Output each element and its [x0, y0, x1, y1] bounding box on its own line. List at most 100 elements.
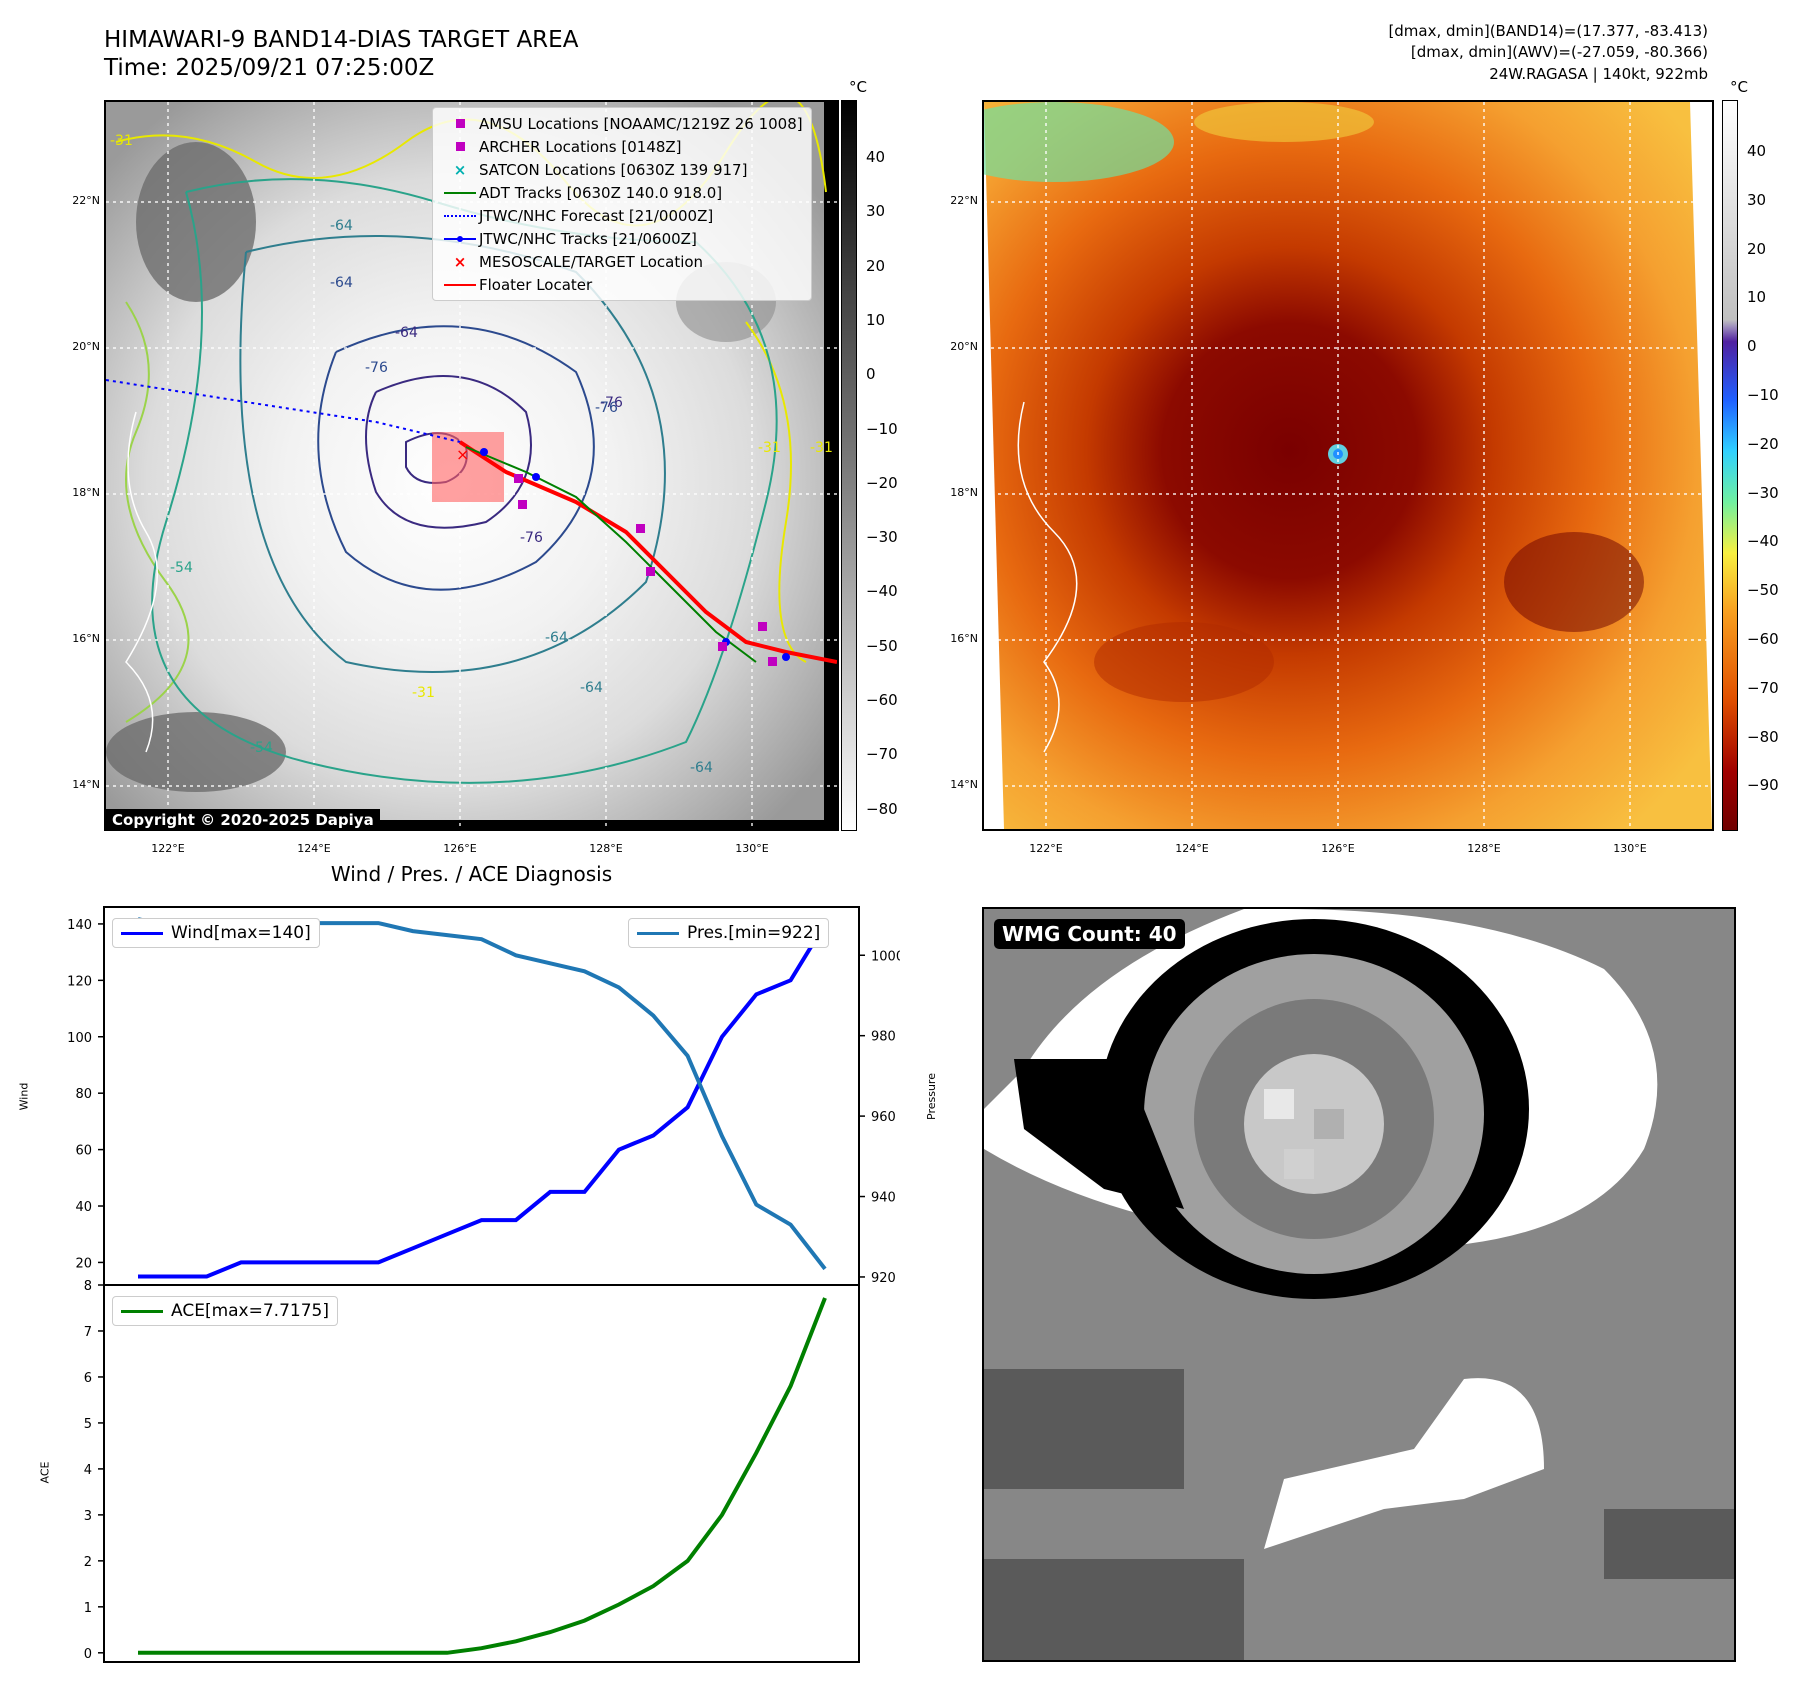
archer-marker-icon — [441, 142, 479, 151]
colorbar-tick-label: 10 — [1747, 288, 1767, 307]
wmg-panel — [982, 907, 1736, 1662]
colorbar-tick-label: −70 — [1747, 678, 1779, 697]
wind-axis-tick-label: 60 — [75, 1144, 92, 1159]
floater-line-icon — [441, 283, 479, 286]
svg-text:×: × — [456, 445, 469, 464]
ace-axis-tick-label: 1 — [84, 1601, 92, 1616]
contour-label: -64 — [330, 275, 353, 291]
contour-label: -76 — [595, 400, 618, 416]
pressure-axis-tick-label: 920 — [871, 1271, 896, 1286]
legend-item-adt: ADT Tracks [0630Z 140.0 918.0] — [441, 181, 803, 204]
ace-axis-tick-label: 8 — [84, 1279, 92, 1294]
colorbar-tick-label: −90 — [1747, 776, 1779, 795]
colorbar-tick-label: 40 — [1747, 142, 1767, 160]
legend-item-floater: Floater Locater — [441, 273, 803, 296]
lon-label: 126°E — [443, 842, 477, 855]
contour-label: -76 — [520, 530, 543, 546]
pressure-axis-tick-label: 940 — [871, 1191, 896, 1206]
map-legend: AMSU Locations [NOAAMC/1219Z 26 1008] AR… — [432, 107, 812, 301]
wind-axis-tick-label: 40 — [75, 1200, 92, 1215]
contour-label: -64 — [395, 325, 418, 341]
lon-label: 130°E — [1613, 842, 1647, 855]
pressure-legend: Pres.[min=922] — [628, 918, 830, 948]
lon-label: 128°E — [1467, 842, 1501, 855]
lon-label: 122°E — [151, 842, 185, 855]
lat-label: 22°N — [72, 194, 100, 207]
colorbar-tick-label: 20 — [1747, 239, 1767, 258]
lat-label: 14°N — [950, 778, 978, 791]
contour-label: -31 — [810, 440, 833, 456]
colorbar-tick-label: −30 — [1747, 483, 1779, 502]
colorbar-tick-label: −60 — [866, 691, 898, 709]
colorbar-tick-label: −60 — [1747, 630, 1779, 648]
adt-line-icon — [441, 191, 479, 194]
ace-axis-tick-label: 6 — [84, 1371, 92, 1386]
contour-label: -31 — [758, 440, 781, 456]
track-line-icon — [441, 235, 479, 243]
right-colorbar-unit: °C — [1730, 78, 1748, 96]
colorbar-tick-label: −80 — [1747, 727, 1779, 746]
diagnosis-title: Wind / Pres. / ACE Diagnosis — [330, 862, 613, 886]
lat-label: 20°N — [72, 340, 100, 353]
wind-axis-tick-label: 80 — [75, 1087, 92, 1102]
colorbar-tick-label: −50 — [1747, 581, 1779, 600]
colorbar-tick-label: 10 — [866, 310, 886, 329]
wind-axis-tick-label: 100 — [67, 1031, 92, 1046]
lat-label: 20°N — [950, 340, 978, 353]
contour-label: -54 — [170, 560, 193, 576]
colorbar-tick-label: −70 — [866, 745, 898, 764]
info-band14: [dmax, dmin](BAND14)=(17.377, -83.413) — [1388, 22, 1708, 40]
dias-map-image — [984, 102, 1712, 829]
ace-axis-tick-label: 2 — [84, 1555, 92, 1570]
colorbar-tick-label: 0 — [1747, 337, 1757, 356]
wind-legend-line-icon — [121, 931, 163, 935]
colorbar-tick-label: −40 — [866, 582, 898, 601]
legend-item-satcon: × SATCON Locations [0630Z 139 917] — [441, 158, 803, 181]
lon-label: 124°E — [1175, 842, 1209, 855]
colorbar-tick-label: −10 — [866, 419, 898, 438]
target-marker-icon: × — [453, 252, 467, 271]
amsu-marker-icon — [441, 119, 479, 128]
diagnosis-chart: 1401201008060402010009809609409208765432… — [67, 906, 900, 1663]
contour-label: -31 — [110, 133, 133, 149]
ace-plot-frame — [103, 1284, 860, 1663]
wind-axis-tick-label: 120 — [67, 974, 92, 989]
colorbar-tick-label: −80 — [866, 799, 898, 818]
info-storm: 24W.RAGASA | 140kt, 922mb — [1489, 65, 1708, 83]
contour-label: -64 — [690, 760, 713, 776]
pressure-axis-label: Pressure — [924, 1073, 938, 1120]
colorbar-tick-label: 40 — [866, 148, 886, 166]
legend-item-target: × MESOSCALE/TARGET Location — [441, 250, 803, 273]
lat-label: 16°N — [72, 632, 100, 645]
copyright-label: Copyright © 2020-2025 Dapiya — [106, 809, 380, 831]
wind-axis-label: Wind — [17, 1082, 31, 1111]
pressure-axis-tick-label: 960 — [871, 1110, 896, 1125]
ace-axis-tick-label: 5 — [84, 1417, 92, 1432]
wind-axis-tick-label: 140 — [67, 918, 92, 933]
contour-label: -54 — [250, 740, 273, 756]
ace-axis-label: ACE — [38, 1461, 52, 1484]
info-awv: [dmax, dmin](AWV)=(-27.059, -80.366) — [1410, 43, 1708, 61]
legend-item-amsu: AMSU Locations [NOAAMC/1219Z 26 1008] — [441, 112, 803, 135]
lat-label: 18°N — [950, 486, 978, 499]
pressure-series-line — [137, 917, 827, 1271]
contour-label: -64 — [580, 680, 603, 696]
wind-legend: Wind[max=140] — [112, 918, 320, 948]
wind-series-line — [138, 922, 827, 1279]
colorbar-tick-label: 30 — [1747, 190, 1767, 209]
ace-series-line — [138, 1297, 827, 1655]
satcon-marker-icon: × — [453, 160, 467, 179]
lat-label: 16°N — [950, 632, 978, 645]
pressure-axis-tick-label: 1000 — [871, 949, 900, 964]
lon-label: 130°E — [735, 842, 769, 855]
colorbar-tick-label: −20 — [1747, 434, 1779, 453]
lon-label: 126°E — [1321, 842, 1355, 855]
forecast-line-icon — [441, 214, 479, 217]
colorbar-tick-label: −20 — [866, 473, 898, 492]
ace-legend: ACE[max=7.7175] — [112, 1296, 338, 1326]
colorbar-tick-label: 0 — [866, 365, 876, 384]
figure-time: Time: 2025/09/21 07:25:00Z — [104, 55, 435, 81]
figure-title: HIMAWARI-9 BAND14-DIAS TARGET AREA — [104, 27, 579, 53]
dias-map-panel — [982, 100, 1714, 831]
wind-axis-tick-label: 20 — [75, 1256, 92, 1271]
